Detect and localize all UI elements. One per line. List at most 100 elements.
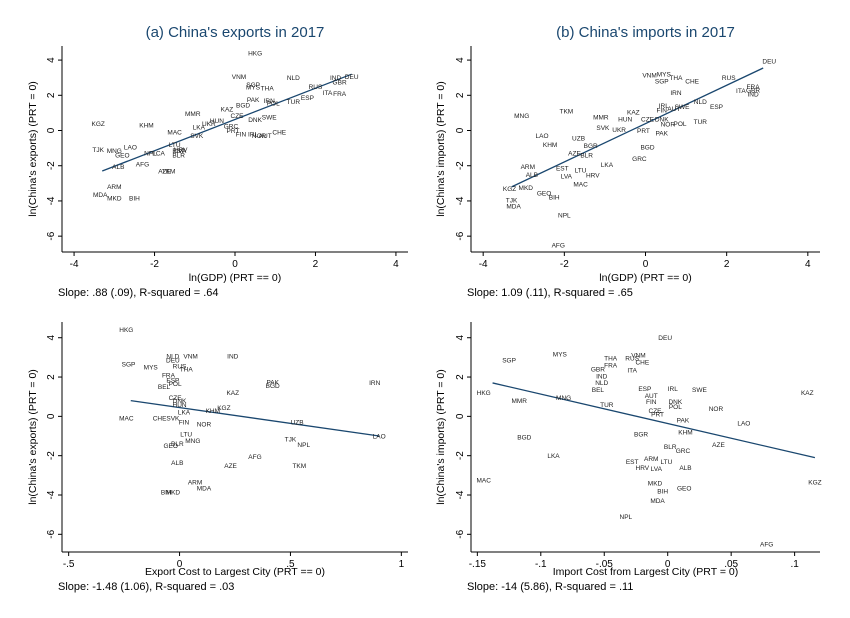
x-tick-label: -2	[560, 259, 569, 270]
point-label-ltu: LTU	[661, 459, 673, 466]
point-label-blr: BLR	[664, 444, 677, 451]
point-label-prt: PRT	[637, 128, 650, 135]
point-label-dnk: DNK	[248, 117, 262, 124]
point-label-fin: FIN	[656, 108, 667, 115]
y-tick-label: -2	[455, 451, 466, 460]
point-label-tha: THA	[669, 75, 683, 82]
point-label-grc: GRC	[676, 448, 691, 455]
point-label-tkm: TKM	[292, 463, 306, 470]
y-tick-label: 2	[46, 92, 57, 98]
y-tick-label: 4	[46, 335, 57, 341]
point-label-mkd: MKD	[519, 185, 534, 192]
point-label-kgz: KGZ	[92, 121, 105, 128]
point-label-npl: NPL	[558, 212, 571, 219]
y-tick-label: 4	[46, 57, 57, 63]
point-label-hrv: HRV	[586, 173, 600, 180]
point-label-irl: IRL	[248, 131, 259, 138]
point-label-che: CHE	[685, 79, 699, 86]
point-label-fra: FRA	[162, 372, 176, 379]
point-label-mkd: MKD	[166, 489, 181, 496]
point-label-kaz: KAZ	[221, 107, 234, 114]
point-label-ind: IND	[330, 75, 342, 82]
point-label-tha: THA	[604, 356, 618, 363]
point-label-grc: GRC	[632, 156, 647, 163]
point-label-rus: RUS	[722, 75, 736, 82]
point-label-pol: POL	[669, 404, 682, 411]
point-label-mkd: MKD	[648, 480, 663, 487]
x-tick-label: 0	[665, 559, 671, 570]
point-label-aut: AUT	[259, 133, 272, 140]
y-tick-label: 0	[46, 127, 57, 133]
point-label-che: CHE	[153, 416, 167, 423]
point-label-geo: GEO	[115, 152, 129, 159]
x-tick-label: -.1	[535, 559, 547, 570]
point-label-afg: AFG	[760, 541, 773, 548]
y-tick-label: -6	[455, 529, 466, 538]
point-label-irn: IRN	[264, 98, 276, 105]
point-label-tur: TUR	[600, 402, 614, 409]
point-label-mng: MNG	[556, 395, 571, 402]
point-label-ind: IND	[747, 92, 759, 99]
point-label-mac: MAC	[119, 416, 134, 423]
x-axis-label: ln(GDP) (PRT == 0)	[599, 272, 691, 284]
point-label-deu: DEU	[166, 358, 180, 365]
point-label-mkd: MKD	[107, 196, 122, 203]
point-label-sgp: SGP	[122, 362, 136, 369]
point-label-afg: AFG	[552, 242, 565, 249]
point-label-kaz: KAZ	[226, 390, 239, 397]
x-tick-label: -.05	[596, 559, 614, 570]
point-label-aze: AZE	[158, 168, 171, 175]
point-label-lao: LAO	[373, 433, 386, 440]
point-label-hkg: HKG	[248, 50, 262, 57]
point-label-ukr: UKR	[202, 121, 216, 128]
point-label-aut: AUT	[667, 106, 680, 113]
y-axis-label: ln(China's imports) (PRT = 0)	[435, 81, 447, 217]
x-tick-label: 0	[177, 559, 183, 570]
point-label-lka: LKA	[547, 453, 560, 460]
point-label-alb: ALB	[112, 164, 124, 171]
x-tick-label: 4	[805, 259, 811, 270]
point-label-irl: IRL	[668, 386, 679, 393]
point-label-mmr: MMR	[511, 398, 527, 405]
y-tick-label: -4	[46, 490, 57, 499]
x-tick-label: 0	[643, 259, 649, 270]
point-label-nld: NLD	[166, 354, 179, 361]
point-label-bgd: BGD	[640, 145, 654, 152]
point-label-deu: DEU	[762, 58, 776, 65]
x-tick-label: .5	[286, 559, 295, 570]
point-label-hun: HUN	[173, 402, 187, 409]
point-label-sgp: SGP	[246, 82, 260, 89]
point-label-pak: PAK	[266, 379, 279, 386]
point-label-ita: ITA	[736, 88, 746, 95]
point-label-che: CHE	[635, 360, 649, 367]
point-label-nor: NOR	[709, 406, 724, 413]
y-axis-label: ln(China's exports) (PRT = 0)	[27, 81, 39, 217]
point-label-blr: BLR	[580, 152, 593, 159]
point-label-sgp: SGP	[502, 358, 516, 365]
point-label-hrv: HRV	[636, 465, 650, 472]
x-tick-label: -4	[70, 259, 79, 270]
slope-note: Slope: -14 (5.86), R-squared = .11	[467, 581, 633, 593]
point-label-kaz: KAZ	[627, 109, 640, 116]
fit-line	[511, 67, 764, 188]
point-label-cze: CZE	[649, 408, 663, 415]
point-label-mmr: MMR	[185, 111, 201, 118]
point-label-alb: ALB	[171, 460, 183, 467]
point-label-fin: FIN	[646, 399, 657, 406]
slope-note: Slope: 1.09 (.11), R-squared = .65	[467, 287, 633, 299]
point-label-mac: MAC	[476, 478, 491, 485]
point-label-esp: ESP	[710, 104, 723, 111]
point-label-arm: ARM	[644, 456, 658, 463]
point-label-pol: POL	[169, 381, 182, 388]
point-label-est: EST	[172, 148, 185, 155]
point-label-tjk: TJK	[285, 436, 297, 443]
point-label-aze: AZE	[224, 463, 237, 470]
point-label-uzb: UZB	[572, 136, 585, 143]
slope-note: Slope: .88 (.09), R-squared = .64	[58, 287, 219, 299]
point-label-lka: LKA	[601, 162, 614, 169]
point-label-rus: RUS	[173, 364, 187, 371]
point-label-alb: ALB	[526, 172, 538, 179]
point-label-deu: DEU	[345, 74, 359, 81]
panel-0: (a) China's exports in 2017 -4 -2 0 2 4 4 2 0 -2 -…	[27, 24, 408, 299]
point-label-pol: POL	[267, 101, 280, 108]
